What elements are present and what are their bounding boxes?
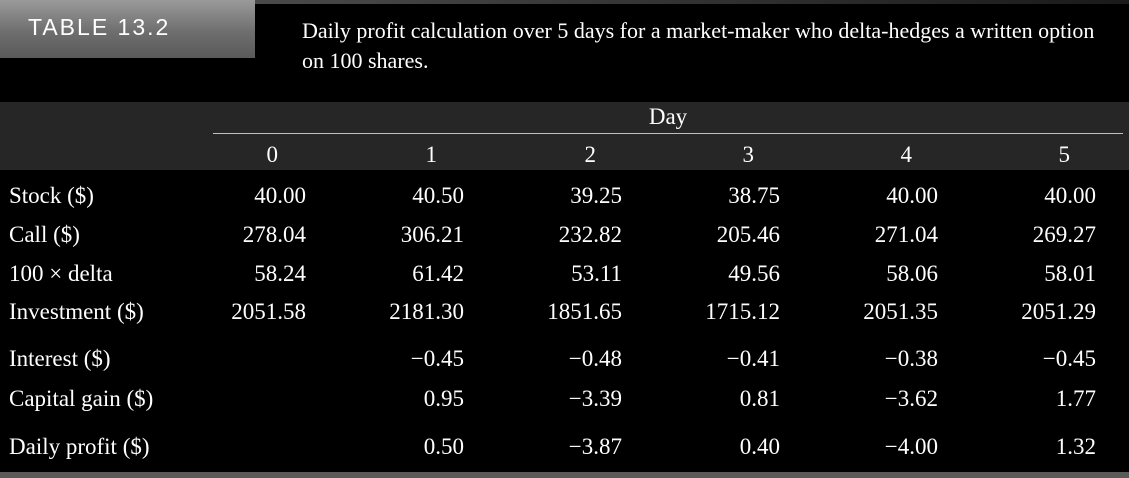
- day-header-rule: [213, 133, 1123, 134]
- row-label: Daily profit ($): [9, 434, 150, 459]
- table-cell: 40.50: [412, 183, 464, 208]
- table-cell: 58.01: [1044, 261, 1096, 286]
- table-cell: 205.46: [716, 222, 780, 247]
- table-cell: 38.75: [728, 183, 780, 208]
- table-cell: 232.82: [558, 222, 622, 247]
- table-cell: 269.27: [1032, 222, 1096, 247]
- table-cell: 2051.58: [231, 299, 306, 324]
- table-cell: −3.39: [568, 386, 622, 411]
- row-label: Call ($): [9, 222, 80, 247]
- table-cell: −0.48: [568, 346, 622, 371]
- table-cell: 58.06: [886, 261, 938, 286]
- day-group-header: Day: [648, 104, 688, 129]
- table-cell: 0.95: [423, 386, 464, 411]
- column-header-day-0: 0: [266, 142, 279, 167]
- row-label: 100 × delta: [9, 261, 113, 286]
- row-label: Capital gain ($): [9, 386, 154, 411]
- column-header-day-5: 5: [1058, 142, 1071, 167]
- table-cell: 40.00: [254, 183, 306, 208]
- table-cell: 271.04: [874, 222, 938, 247]
- table-cell: 2181.30: [389, 299, 464, 324]
- table-cell: 61.42: [412, 261, 464, 286]
- table-cell: −3.87: [568, 434, 622, 459]
- table-cell: 53.11: [571, 261, 622, 286]
- table-cell: 1.32: [1055, 434, 1096, 459]
- table-cell: 40.00: [886, 183, 938, 208]
- column-header-day-3: 3: [742, 142, 755, 167]
- table-cell: 0.40: [739, 434, 780, 459]
- table-cell: 49.56: [728, 261, 780, 286]
- table-cell: 1851.65: [547, 299, 622, 324]
- table-header-band: [0, 102, 1129, 170]
- table-cell: 0.81: [739, 386, 780, 411]
- table-cell: 1715.12: [705, 299, 780, 324]
- column-header-day-4: 4: [900, 142, 913, 167]
- table-cell: 39.25: [570, 183, 622, 208]
- column-header-day-2: 2: [584, 142, 597, 167]
- row-label: Investment ($): [9, 299, 144, 324]
- table-label-tab: TABLE 13.2: [0, 0, 255, 58]
- table-cell: −0.45: [410, 346, 464, 371]
- row-label: Stock ($): [9, 183, 94, 208]
- column-header-day-1: 1: [425, 142, 438, 167]
- table-cell: 58.24: [254, 261, 306, 286]
- table-cell: −0.41: [726, 346, 780, 371]
- table-cell: 2051.35: [863, 299, 938, 324]
- row-label: Interest ($): [9, 346, 111, 371]
- table-cell: −0.45: [1042, 346, 1096, 371]
- table-cell: 2051.29: [1021, 299, 1096, 324]
- table-cell: 1.77: [1055, 386, 1096, 411]
- top-strip: [255, 0, 1129, 4]
- table-cell: 0.50: [423, 434, 464, 459]
- table-cell: 40.00: [1044, 183, 1096, 208]
- table-caption: Daily profit calculation over 5 days for…: [302, 18, 1095, 73]
- table-cell: 306.21: [400, 222, 464, 247]
- table-label: TABLE 13.2: [28, 14, 171, 40]
- table-cell: −0.38: [884, 346, 938, 371]
- bottom-rule: [0, 472, 1129, 478]
- table-cell: −3.62: [884, 386, 938, 411]
- table-cell: −4.00: [884, 434, 938, 459]
- table-cell: 278.04: [242, 222, 306, 247]
